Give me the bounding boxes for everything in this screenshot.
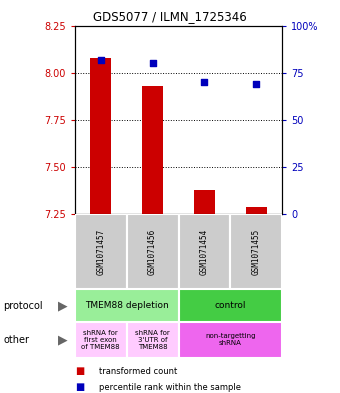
Bar xyxy=(178,289,282,322)
Bar xyxy=(246,207,267,214)
Text: ■: ■ xyxy=(75,366,84,376)
Text: shRNA for
first exon
of TMEM88: shRNA for first exon of TMEM88 xyxy=(81,330,120,350)
Bar xyxy=(142,86,163,214)
Text: GSM1071457: GSM1071457 xyxy=(96,228,105,275)
Text: ▶: ▶ xyxy=(58,333,68,347)
Text: GSM1071454: GSM1071454 xyxy=(200,228,209,275)
Text: GSM1071455: GSM1071455 xyxy=(252,228,261,275)
Bar xyxy=(90,58,111,214)
Bar xyxy=(126,322,178,358)
Text: non-targetting
shRNA: non-targetting shRNA xyxy=(205,333,256,347)
Point xyxy=(202,79,207,85)
Text: ■: ■ xyxy=(75,382,84,392)
Text: control: control xyxy=(215,301,246,310)
Bar xyxy=(178,322,282,358)
Point xyxy=(254,81,259,87)
Text: ▶: ▶ xyxy=(58,299,68,312)
Bar xyxy=(75,214,126,289)
Bar xyxy=(178,214,231,289)
Bar xyxy=(75,322,126,358)
Point xyxy=(98,56,103,62)
Bar xyxy=(194,190,215,214)
Text: protocol: protocol xyxy=(3,301,43,310)
Bar xyxy=(230,214,282,289)
Text: GSM1071456: GSM1071456 xyxy=(148,228,157,275)
Text: other: other xyxy=(3,335,29,345)
Text: GDS5077 / ILMN_1725346: GDS5077 / ILMN_1725346 xyxy=(93,10,247,23)
Text: transformed count: transformed count xyxy=(99,367,177,376)
Bar xyxy=(126,214,178,289)
Point xyxy=(150,60,155,66)
Text: percentile rank within the sample: percentile rank within the sample xyxy=(99,383,241,391)
Text: TMEM88 depletion: TMEM88 depletion xyxy=(85,301,169,310)
Text: shRNA for
3'UTR of
TMEM88: shRNA for 3'UTR of TMEM88 xyxy=(135,330,170,350)
Bar xyxy=(75,289,178,322)
